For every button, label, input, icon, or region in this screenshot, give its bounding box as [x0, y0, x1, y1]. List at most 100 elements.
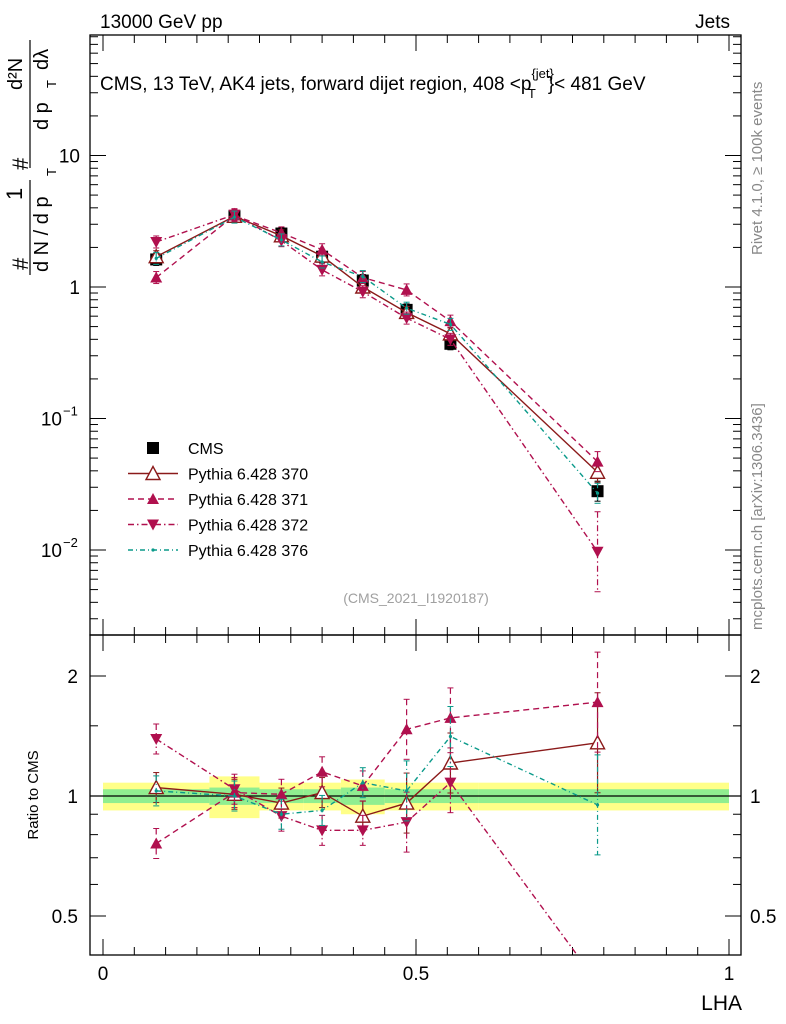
- main-y-tick-exponent: −2: [63, 535, 78, 550]
- main-point: [591, 455, 604, 467]
- main-point: [595, 491, 600, 495]
- ylabel-t1: T: [44, 168, 59, 176]
- plot-title-sub: T: [528, 86, 536, 101]
- legend-marker: [147, 442, 159, 454]
- plot-title-main: CMS, 13 TeV, AK4 jets, forward dijet reg…: [100, 74, 531, 95]
- plot-title: CMS, 13 TeV, AK4 jets, forward dijet reg…: [100, 66, 646, 101]
- main-point: [400, 283, 413, 295]
- ylabel-hash-1: #: [8, 257, 33, 270]
- main-point: [279, 238, 284, 242]
- analysis-id: (CMS_2021_I1920187): [343, 590, 489, 606]
- legend-label: Pythia 6.428 376: [188, 543, 308, 560]
- main-point: [150, 271, 163, 283]
- ratio-x-tick-label: 1: [724, 964, 735, 985]
- main-point: [591, 546, 604, 558]
- ylabel-hash-2: #: [8, 157, 33, 170]
- main-series-line: [155, 215, 599, 473]
- ratio-point: [444, 711, 457, 723]
- ylabel-one: 1: [2, 188, 27, 200]
- main-point: [232, 215, 237, 219]
- ratio-point: [320, 808, 324, 813]
- ratio-point: [356, 779, 369, 791]
- legend-marker: [151, 548, 155, 552]
- ratio-point: [150, 733, 163, 745]
- ratio-y-axis-label: Ratio to CMS: [25, 750, 42, 839]
- main-series-line: [155, 213, 599, 553]
- ratio-series-line: [156, 735, 598, 815]
- legend-label: CMS: [188, 441, 224, 458]
- x-axis-label: LHA: [701, 992, 742, 1015]
- legend-marker: [144, 465, 162, 481]
- main-point: [356, 286, 369, 298]
- main-y-tick-label: 1: [69, 278, 80, 299]
- plot-title-tail: }< 481 GeV: [548, 74, 646, 95]
- ratio-point: [150, 837, 163, 849]
- ratio-point: [232, 794, 237, 798]
- ylabel-dl: dλ: [31, 49, 53, 70]
- legend-label: Pythia 6.428 372: [188, 518, 308, 535]
- main-point: [361, 274, 365, 279]
- ratio-y-tick-label: 2: [67, 667, 78, 688]
- category-label: Jets: [695, 12, 730, 33]
- ratio-series-line: [155, 701, 598, 845]
- legend-marker: [147, 519, 159, 531]
- main-point: [448, 322, 453, 326]
- plot-title-sup: {jet}: [531, 66, 554, 81]
- ylabel-num: d²N: [5, 58, 27, 90]
- ratio-series-line: [155, 738, 579, 955]
- ratio-point: [275, 788, 288, 800]
- ratio-point: [148, 779, 165, 795]
- ratio-point: [400, 817, 413, 829]
- main-point: [405, 306, 409, 310]
- ratio-point: [316, 825, 329, 837]
- legend: CMS Pythia 6.428 370 Pythia 6.428 371 Pythi…: [128, 441, 308, 560]
- legend-label: Pythia 6.428 370: [188, 467, 308, 484]
- main-y-tick-label: 10: [59, 147, 80, 168]
- ylabel-t2: T: [44, 80, 59, 88]
- main-point: [400, 313, 413, 325]
- ratio-point: [448, 734, 453, 739]
- ratio-y-tick-label-right: 2: [750, 667, 761, 688]
- ratio-point: [444, 777, 457, 789]
- main-series-line: [155, 214, 599, 463]
- ratio-y-tick-label-right: 0.5: [750, 907, 776, 928]
- ratio-point: [400, 723, 413, 735]
- ratio-y-tick-label: 0.5: [52, 907, 78, 928]
- ratio-point: [275, 811, 288, 823]
- main-point: [320, 260, 324, 264]
- main-y-tick-label: 10: [41, 541, 62, 562]
- ratio-panel: 0 0.5 1 2 2 1 1 0.5 0.5: [52, 635, 776, 985]
- main-point: [316, 243, 329, 255]
- ratio-point: [154, 789, 158, 793]
- ratio-y-tick-label-right: 1: [750, 787, 761, 808]
- ratio-frame: [89, 634, 742, 956]
- ratio-uncertainty-bands: [103, 776, 729, 819]
- ratio-point: [356, 825, 369, 837]
- main-point: [154, 256, 158, 261]
- ratio-point: [361, 781, 365, 785]
- ratio-y-tick-label: 1: [67, 787, 78, 808]
- ylabel-den: d p: [31, 102, 53, 130]
- main-y-tick-label: 10: [41, 410, 62, 431]
- main-point: [150, 236, 163, 248]
- legend-marker: [147, 493, 159, 504]
- mcplots-label: mcplots.cern.ch [arXiv:1306.3436]: [749, 403, 766, 630]
- main-series-line: [155, 216, 599, 494]
- main-point: [591, 485, 604, 498]
- main-point: [316, 264, 329, 276]
- ratio-x-tick-label: 0.5: [403, 964, 429, 985]
- ratio-point: [405, 789, 409, 793]
- energy-label: 13000 GeV pp: [100, 12, 223, 33]
- ylabel-dn: d N / d p: [31, 196, 53, 272]
- ratio-point: [316, 765, 329, 777]
- ratio-point: [279, 812, 284, 816]
- main-point: [444, 334, 457, 346]
- ratio-point: [591, 696, 604, 708]
- ratio-point: [595, 803, 600, 807]
- main-y-axis-label: # 1 d N / d p T # d²N d p T dλ: [2, 40, 59, 275]
- ratio-x-tick-label: 0: [98, 964, 109, 985]
- main-y-tick-exponent: −1: [63, 404, 78, 419]
- rivet-label: Rivet 4.1.0, ≥ 100k events: [749, 82, 766, 255]
